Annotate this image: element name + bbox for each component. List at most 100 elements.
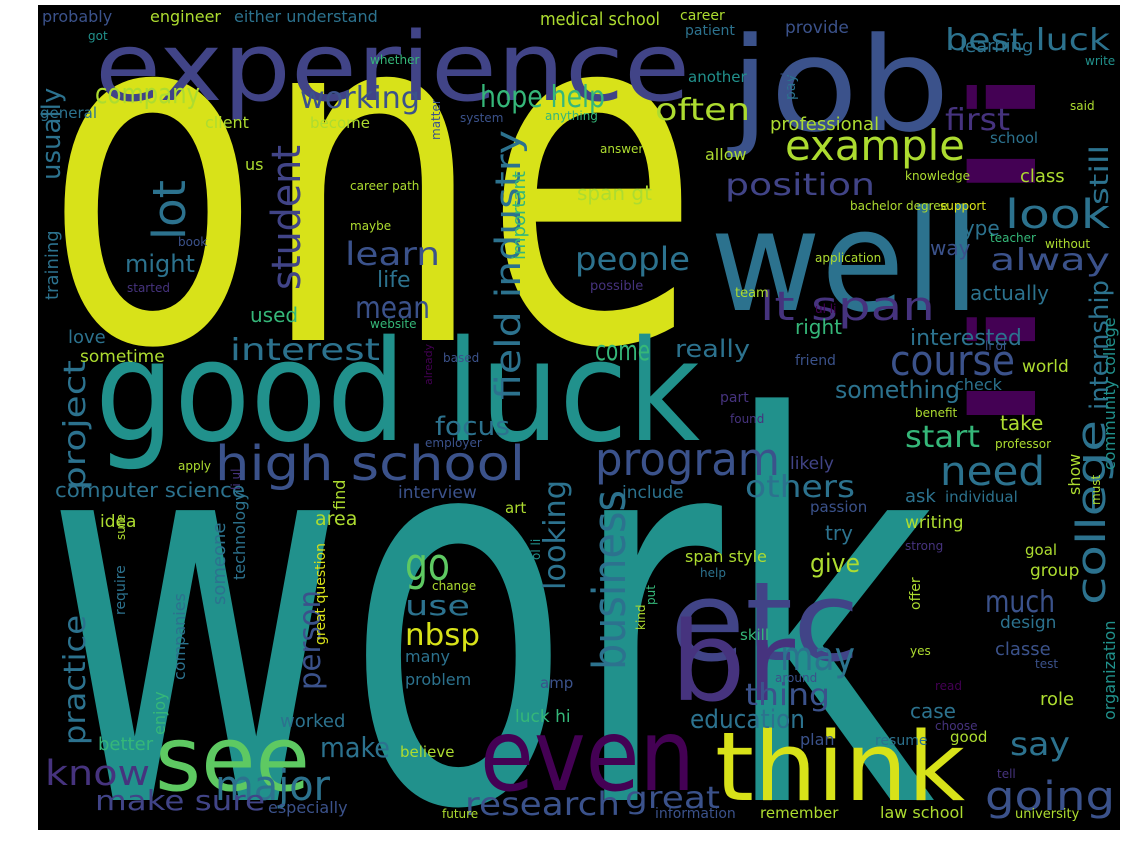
- word: etc: [670, 558, 860, 686]
- word: working: [300, 81, 420, 116]
- word: type: [955, 216, 1000, 240]
- word: used: [250, 303, 298, 327]
- word: professor: [995, 437, 1051, 451]
- word: got: [88, 29, 108, 43]
- word: see: [155, 707, 310, 812]
- word: professional: [770, 114, 879, 135]
- word: put: [644, 585, 658, 605]
- word: must: [1089, 474, 1103, 505]
- word: resume: [875, 733, 927, 749]
- word: learn: [345, 235, 440, 273]
- word: group: [1030, 561, 1079, 581]
- word: area: [315, 508, 357, 530]
- word: around: [775, 671, 817, 685]
- word: support: [940, 199, 986, 213]
- word: especially: [268, 798, 348, 817]
- word: looking: [538, 480, 573, 590]
- word: company: [95, 77, 200, 110]
- word: student: [264, 145, 310, 290]
- word: system: [460, 111, 503, 125]
- word: usually: [37, 88, 67, 180]
- word: business: [583, 490, 636, 670]
- word: really: [675, 335, 750, 363]
- word: work: [45, 308, 935, 850]
- word: without: [1045, 237, 1090, 251]
- word: writing: [905, 513, 964, 533]
- word: good: [950, 728, 987, 746]
- word: come: [595, 334, 650, 367]
- word: law school: [880, 803, 964, 822]
- word: problem: [405, 670, 471, 689]
- word: know: [45, 754, 150, 794]
- word: someone: [209, 523, 230, 606]
- word: organization: [1100, 621, 1119, 720]
- word: interview: [398, 483, 477, 503]
- word: art: [505, 499, 526, 517]
- word: started: [127, 281, 170, 295]
- word: another: [688, 68, 747, 86]
- word: tell: [997, 767, 1016, 781]
- word: enjoy: [150, 691, 169, 735]
- word: employer: [425, 436, 482, 450]
- word: focus: [435, 412, 510, 442]
- word: one: [45, 0, 700, 451]
- word: still: [1085, 145, 1115, 205]
- word: better: [98, 734, 154, 755]
- word: find: [330, 480, 349, 510]
- word: probably: [42, 7, 112, 26]
- word: lot: [143, 180, 196, 240]
- word: even: [480, 697, 695, 814]
- word: plan: [800, 730, 835, 749]
- word: apply: [178, 459, 211, 473]
- word: require: [113, 565, 129, 615]
- word: person: [293, 590, 328, 690]
- word: practice: [58, 615, 93, 745]
- word: great: [625, 781, 720, 816]
- word: going: [985, 774, 1115, 820]
- word: love: [68, 327, 106, 348]
- word: remember: [760, 804, 839, 822]
- word: ol li: [529, 539, 543, 560]
- word: project: [58, 360, 93, 490]
- word: make sure: [95, 784, 265, 817]
- word: major: [215, 761, 331, 810]
- word: experience: [95, 13, 690, 123]
- word: example: [785, 121, 965, 170]
- word: ul li: [815, 302, 836, 316]
- word: found: [730, 412, 764, 426]
- word: span gt: [577, 181, 652, 205]
- word: need: [940, 449, 1045, 495]
- word: good luck: [95, 311, 700, 474]
- word: classe: [995, 639, 1051, 660]
- word: believe: [400, 743, 454, 761]
- word: go: [405, 538, 450, 591]
- word: said: [1070, 99, 1095, 113]
- word: either understand: [234, 7, 378, 26]
- word: span style: [685, 547, 767, 566]
- word: help: [700, 566, 726, 580]
- word: sure: [114, 514, 128, 540]
- word: part: [720, 390, 749, 406]
- word: say: [1010, 725, 1070, 763]
- word: general: [40, 104, 97, 122]
- word: career: [680, 8, 725, 24]
- word: whether: [370, 53, 419, 67]
- word: answer: [600, 142, 643, 156]
- word: role: [1040, 689, 1074, 710]
- word: luck hi: [515, 707, 571, 727]
- word: life: [377, 268, 411, 293]
- word: become: [310, 114, 370, 132]
- word: benefit: [915, 406, 958, 420]
- word: alway: [990, 243, 1110, 278]
- word: try: [825, 521, 853, 545]
- word: teacher: [990, 231, 1036, 245]
- word: class: [1020, 166, 1065, 187]
- word: best luck: [945, 23, 1111, 58]
- word: end: [779, 72, 793, 95]
- word: maybe: [350, 219, 391, 233]
- word: give: [810, 549, 860, 579]
- word: way: [930, 236, 971, 260]
- word: computer science: [55, 478, 245, 502]
- word: position: [725, 168, 875, 203]
